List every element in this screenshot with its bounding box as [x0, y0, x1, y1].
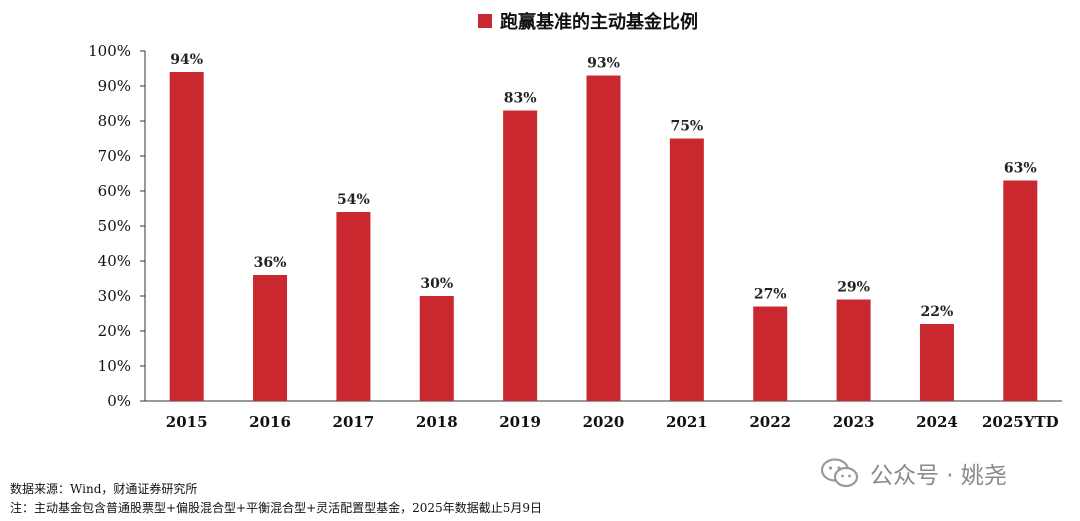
- legend-label: 跑赢基准的主动基金比例: [500, 12, 698, 33]
- legend-swatch: [478, 14, 492, 28]
- bar: [836, 299, 871, 401]
- y-tick-label: 80%: [98, 112, 131, 130]
- data-label: 94%: [170, 52, 203, 68]
- bar: [1003, 180, 1038, 401]
- source-text: 数据来源：Wind，财通证券研究所: [10, 482, 198, 496]
- x-tick-label: 2015: [166, 413, 208, 431]
- x-tick-label: 2025YTD: [982, 413, 1059, 431]
- wechat-icon: [820, 458, 859, 488]
- y-tick-label: 10%: [98, 357, 131, 375]
- data-label: 36%: [254, 255, 287, 271]
- watermark: 公众号 · 姚尧: [820, 456, 1007, 490]
- note-text: 注：主动基金包含普通股票型+偏股混合型+平衡混合型+灵活配置型基金，2025年数…: [10, 501, 542, 515]
- x-tick-label: 2019: [499, 413, 541, 431]
- x-tick-label: 2020: [583, 413, 625, 431]
- y-tick-label: 20%: [98, 322, 131, 340]
- data-label: 29%: [837, 280, 870, 296]
- bar: [169, 72, 204, 401]
- watermark-text: 公众号 · 姚尧: [870, 463, 1007, 489]
- y-tick-label: 100%: [88, 42, 131, 60]
- y-tick-label: 30%: [98, 287, 131, 305]
- data-label: 22%: [921, 304, 954, 320]
- bar: [503, 110, 538, 401]
- y-tick-label: 70%: [98, 147, 131, 165]
- data-label: 54%: [337, 192, 370, 208]
- bar: [669, 138, 704, 401]
- data-label: 27%: [754, 287, 787, 303]
- data-label: 63%: [1004, 161, 1037, 177]
- y-tick-label: 0%: [107, 392, 131, 410]
- data-label: 93%: [587, 56, 620, 72]
- bar: [919, 324, 954, 401]
- bar: [253, 275, 288, 401]
- x-tick-label: 2021: [666, 413, 708, 431]
- data-label: 83%: [504, 91, 537, 107]
- y-tick-label: 40%: [98, 252, 131, 270]
- x-tick-label: 2018: [416, 413, 458, 431]
- x-tick-label: 2016: [249, 413, 291, 431]
- x-tick-label: 2024: [916, 413, 958, 431]
- chart-legend: 跑赢基准的主动基金比例: [478, 8, 698, 34]
- x-tick-label: 2022: [749, 413, 791, 431]
- bar: [753, 306, 788, 401]
- y-tick-label: 60%: [98, 182, 131, 200]
- y-tick-label: 90%: [98, 77, 131, 95]
- data-label: 75%: [670, 119, 703, 135]
- x-tick-label: 2023: [833, 413, 875, 431]
- bar: [586, 75, 621, 401]
- bar: [419, 296, 454, 401]
- data-label: 30%: [420, 276, 453, 292]
- x-tick-label: 2017: [333, 413, 375, 431]
- y-tick-label: 50%: [98, 217, 131, 235]
- bar: [336, 212, 371, 401]
